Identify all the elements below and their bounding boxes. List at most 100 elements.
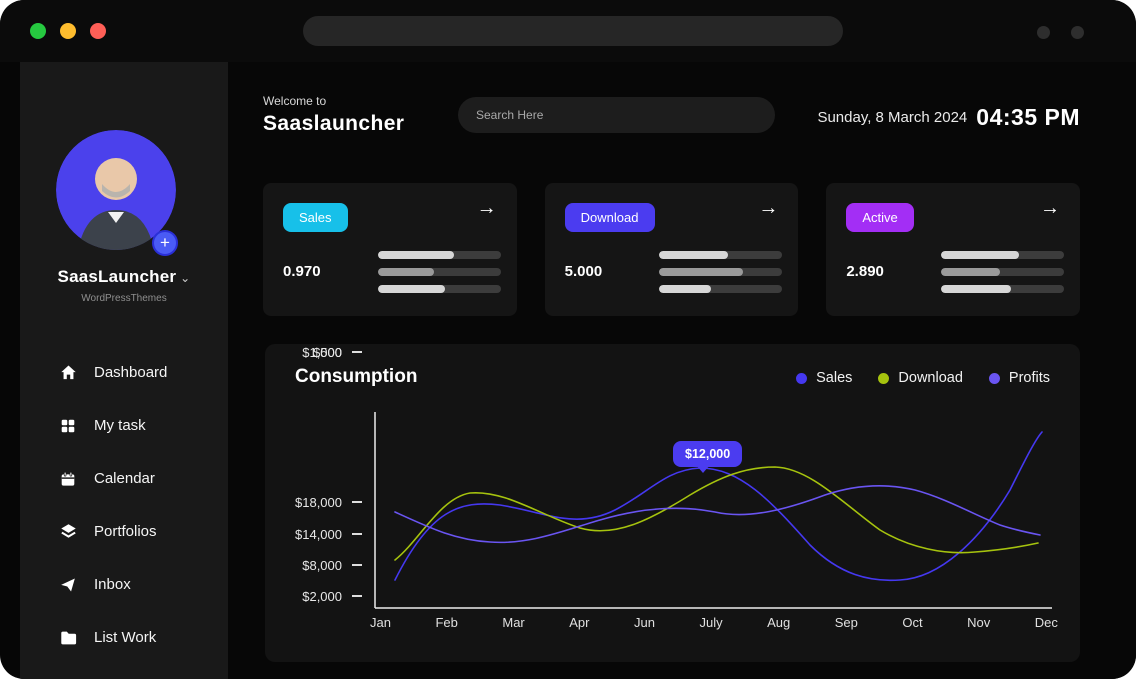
legend-item-sales[interactable]: Sales — [796, 370, 852, 386]
legend-item-download[interactable]: Download — [878, 370, 963, 386]
profile-name-dropdown[interactable]: SaasLauncher ⌄ — [20, 267, 228, 287]
bar-fill — [659, 268, 743, 276]
window-menu-dot-1[interactable] — [1037, 26, 1050, 39]
bar-fill — [377, 285, 446, 293]
bar-fill — [941, 251, 1019, 259]
datetime: Sunday, 8 March 2024 04:35 PM — [817, 102, 1080, 132]
add-account-button[interactable]: + — [152, 230, 178, 256]
y-tick-label: $1,000 — [302, 344, 342, 360]
series-line-profits — [394, 485, 1041, 544]
x-tick-label: Dec — [1034, 615, 1058, 630]
y-tick-label: $14,000 — [295, 526, 342, 542]
stat-bars — [659, 251, 783, 293]
titlebar-address-field[interactable] — [303, 16, 843, 46]
chart-legend: Sales Download Profits — [796, 370, 1050, 386]
date-text: Sunday, 8 March 2024 — [817, 108, 968, 126]
y-axis-tick: $500 — [270, 344, 362, 360]
legend-label: Sales — [816, 370, 853, 386]
bar-row — [941, 285, 1065, 293]
arrow-right-icon[interactable]: → — [1040, 197, 1061, 219]
status-badge: Active — [846, 203, 914, 232]
sidebar-item-label: List Work — [94, 629, 157, 646]
x-tick-label: Sep — [834, 615, 858, 630]
legend-label: Download — [898, 370, 963, 386]
y-axis-tick: $14,000 — [270, 526, 362, 542]
bar-row — [659, 285, 783, 293]
chart-tooltip: $12,000 — [673, 441, 743, 473]
legend-label: Profits — [1008, 370, 1050, 386]
series-line-download — [394, 466, 1039, 561]
bar-fill — [377, 251, 454, 259]
sidebar-item-label: Dashboard — [94, 364, 168, 381]
stat-card-download: Download → 5.000 — [544, 183, 799, 316]
bar-fill — [941, 285, 1012, 293]
window-titlebar — [0, 0, 1136, 62]
sidebar-item-label: Inbox — [94, 576, 131, 593]
tick-mark — [352, 501, 362, 503]
legend-dot — [878, 372, 890, 384]
profile-avatar[interactable]: + — [56, 130, 178, 256]
layers-icon — [58, 522, 78, 542]
page-title: Saaslauncher — [263, 112, 405, 135]
bar-row — [377, 268, 501, 276]
sidebar-nav: Dashboard My task — [20, 346, 228, 664]
bar-row — [377, 285, 501, 293]
legend-dot — [988, 372, 1000, 384]
status-badge: Sales — [283, 203, 348, 232]
y-axis-tick: $8,000 — [270, 557, 362, 573]
x-tick-label: Jun — [634, 615, 655, 630]
tick-mark — [352, 564, 362, 566]
chart-title: Consumption — [295, 366, 418, 387]
sidebar-item-inbox[interactable]: Inbox — [20, 558, 228, 611]
chevron-down-icon: ⌄ — [180, 271, 191, 285]
time-text: 04:35 PM — [976, 103, 1080, 130]
bar-row — [377, 251, 501, 259]
consumption-card: Consumption Sales Download Profits $18,0… — [265, 344, 1080, 662]
sidebar-item-portfolios[interactable]: Portfolios — [20, 505, 228, 558]
sidebar-item-dashboard[interactable]: Dashboard — [20, 346, 228, 399]
stat-bars — [941, 251, 1065, 293]
stat-value: 0.970 — [283, 263, 321, 280]
stats-row: Sales → 0.970 Download → 5.000 — [263, 183, 1081, 316]
traffic-light-yellow[interactable] — [60, 23, 76, 39]
tick-mark — [352, 595, 362, 597]
grid-icon — [58, 416, 78, 436]
bar-fill — [659, 251, 729, 259]
bar-row — [941, 251, 1065, 259]
folder-icon — [58, 628, 78, 648]
sidebar-item-my-task[interactable]: My task — [20, 399, 228, 452]
stat-bars — [377, 251, 501, 293]
window-menu-dot-2[interactable] — [1071, 26, 1084, 39]
bar-row — [659, 268, 783, 276]
x-tick-label: Oct — [902, 615, 923, 630]
y-tick-label: $500 — [313, 344, 342, 360]
x-axis-ticks: Jan Feb Mar Apr Jun July Aug Sep Oct Nov… — [370, 615, 1058, 630]
arrow-right-icon[interactable]: → — [476, 197, 497, 219]
sidebar-item-label: My task — [94, 417, 146, 434]
stat-value: 2.890 — [846, 263, 884, 280]
x-tick-label: Feb — [435, 615, 458, 630]
sidebar-item-label: Calendar — [94, 470, 155, 487]
y-axis-tick: $18,000 — [270, 494, 362, 510]
y-tick-label: $2,000 — [302, 588, 342, 604]
profile-name-text: SaasLauncher — [57, 267, 177, 286]
status-badge: Download — [564, 203, 655, 232]
home-icon — [58, 363, 78, 383]
traffic-light-green[interactable] — [30, 23, 46, 39]
sidebar-item-list-work[interactable]: List Work — [20, 611, 228, 664]
sidebar-item-label: Portfolios — [94, 523, 157, 540]
main-content: Welcome to Saaslauncher Sunday, 8 March … — [228, 62, 1136, 679]
calendar-icon — [58, 469, 78, 489]
x-tick-label: Jan — [370, 615, 391, 630]
x-tick-label: Aug — [767, 615, 791, 630]
sidebar-item-calendar[interactable]: Calendar — [20, 452, 228, 505]
arrow-right-icon[interactable]: → — [758, 197, 779, 219]
search-input[interactable] — [458, 97, 775, 133]
traffic-light-red[interactable] — [90, 23, 106, 39]
legend-item-profits[interactable]: Profits — [988, 370, 1050, 386]
profile-subtitle: WordPressThemes — [81, 293, 167, 304]
legend-dot — [796, 372, 808, 384]
stat-value: 5.000 — [564, 263, 603, 280]
bar-fill — [941, 268, 1001, 276]
